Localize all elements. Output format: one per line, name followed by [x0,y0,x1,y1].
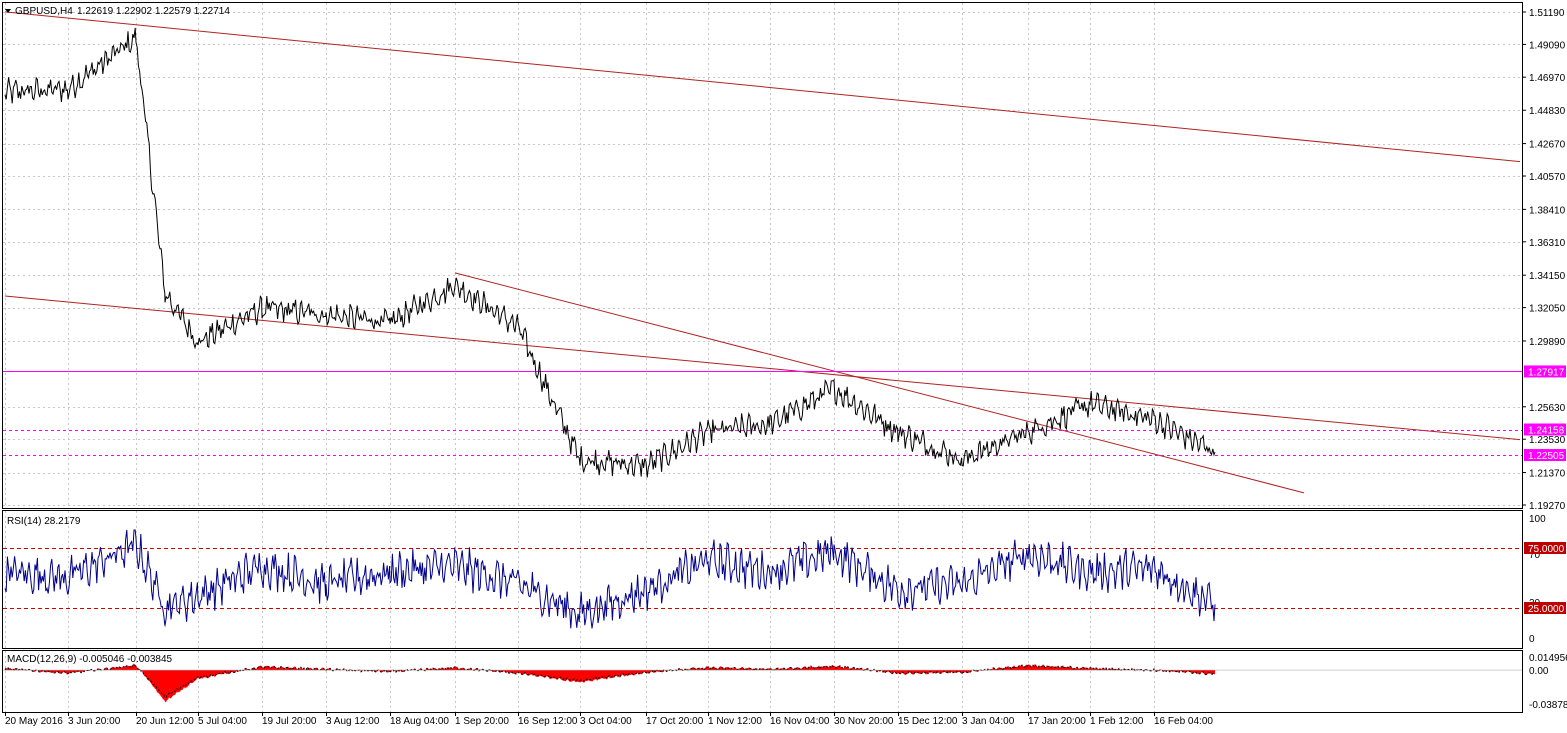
grid-layer [3,3,1522,712]
time-axis-label: 3 Jan 04:00 [962,716,1015,727]
time-axis-label: 1 Feb 12:00 [1090,716,1144,727]
price-axis-label: 1.49090 [1529,40,1566,51]
rsi-level-badge [1524,602,1566,614]
time-axis-label: 17 Oct 20:00 [646,716,704,727]
macd-histogram [5,663,1215,703]
rsi-axis: 10070300 [1529,514,1546,645]
price-axis-label: 1.44830 [1529,106,1566,117]
price-tag-label: 1.24158 [1528,426,1565,437]
macd-label: MACD(12,26,9) -0.005046 -0.003845 [7,654,173,665]
price-axis-label: 1.34150 [1529,271,1566,282]
time-axis-label: 20 May 2016 [5,716,63,727]
time-axis-label: 16 Feb 04:00 [1154,716,1213,727]
price-axis-label: 1.23530 [1529,435,1566,446]
time-axis-label: 1 Sep 20:00 [455,716,509,727]
time-axis-label: 3 Jun 20:00 [68,716,121,727]
time-axis-label: 1 Nov 12:00 [708,716,762,727]
price-tag-badge [1524,423,1566,436]
price-tag-label: 1.22505 [1528,451,1565,462]
time-axis-label: 3 Oct 04:00 [580,716,632,727]
price-panel-frame [2,2,1523,509]
price-axis-label: 1.19270 [1529,501,1566,512]
macd-axis-label: -0.038781 [1529,700,1567,711]
macd-axis: 0.014956 0.00 -0.038781 [1529,653,1567,711]
time-axis: 20 May 2016 3 Jun 20:00 20 Jun 12:00 5 Jul … [5,712,1213,727]
price-axis-label: 1.32050 [1529,304,1566,315]
price-axis-label: 1.51190 [1529,8,1565,19]
rsi-level-label: 75.0000 [1528,544,1565,555]
trendline [454,272,1305,494]
tags-layer: 1.27917 1.24158 1.22505 75.0000 25.0000 [1524,365,1566,615]
price-axis-label: 1.38410 [1529,205,1566,216]
rsi-axis-label: 70 [1529,550,1541,561]
rsi-panel-frame [2,510,1523,649]
rsi-axis-label: 100 [1529,514,1546,525]
rsi-level-badge [1524,542,1566,554]
time-axis-label: 18 Aug 04:00 [390,716,449,727]
price-tag-label: 1.27917 [1528,367,1565,378]
time-axis-label: 16 Nov 04:00 [770,716,830,727]
time-axis-label: 15 Dec 12:00 [898,716,958,727]
rsi-level-label: 25.0000 [1528,604,1565,615]
time-axis-label: 17 Jan 20:00 [1028,716,1086,727]
macd-axis-label: 0.00 [1529,666,1549,677]
price-series-line [4,27,1216,478]
price-axis-label: 1.40570 [1529,172,1566,183]
price-axis-label: 1.25630 [1529,403,1566,414]
price-tag-badge [1524,365,1566,378]
price-axis-label: 1.21370 [1529,469,1566,480]
time-axis-label: 5 Jul 04:00 [198,716,247,727]
time-axis-label: 3 Aug 12:00 [326,716,380,727]
price-axis: 1.51190 1.49090 1.46970 1.44830 1.42670 1.405… [1522,8,1566,512]
dropdown-triangle-icon[interactable] [5,9,11,13]
time-axis-label: 20 Jun 12:00 [136,716,194,727]
macd-signal-line [4,663,1216,699]
symbol-label: GBPUSD,H4 [15,6,73,17]
time-axis-label: 19 Jul 20:00 [262,716,317,727]
trendline [4,11,1521,163]
rsi-series-line [4,529,1216,629]
price-axis-label: 1.46970 [1529,73,1566,84]
time-axis-label: 30 Nov 20:00 [834,716,894,727]
price-tag-badge [1524,449,1566,462]
macd-panel-frame [2,650,1523,713]
price-axis-label: 1.29890 [1529,337,1566,348]
price-axis-label: 1.36310 [1529,238,1566,249]
overlay-layer [3,11,1522,609]
series-layer [3,27,1522,703]
ohlc-label: 1.22619 1.22902 1.22579 1.22714 [77,6,230,17]
header[interactable]: GBPUSD,H4 1.22619 1.22902 1.22579 1.2271… [5,6,230,17]
macd-axis-label: 0.014956 [1529,653,1567,664]
time-axis-label: 16 Sep 12:00 [518,716,578,727]
rsi-axis-label: 0 [1529,634,1535,645]
rsi-label: RSI(14) 28.2179 [7,516,81,527]
price-axis-label: 1.42670 [1529,140,1566,151]
